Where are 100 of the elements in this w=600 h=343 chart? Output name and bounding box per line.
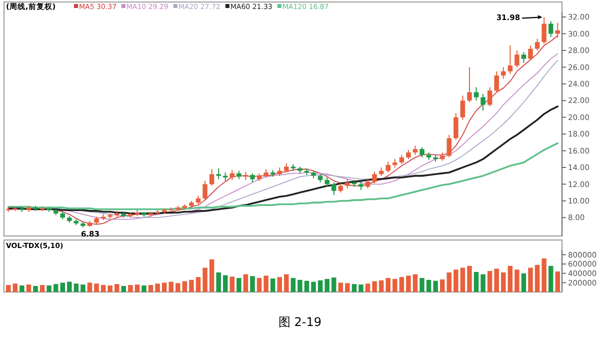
bar: [12, 284, 18, 292]
bar: [230, 276, 235, 292]
bar: [53, 284, 58, 292]
bar: [114, 284, 120, 292]
candlestick: [487, 86, 492, 107]
candlestick: [501, 66, 506, 80]
candlestick: [230, 169, 235, 180]
bar: [20, 285, 24, 292]
candlestick: [467, 66, 472, 103]
bar: [162, 282, 167, 292]
bar: [155, 284, 160, 292]
bar: [392, 278, 398, 292]
line-series: [7, 106, 559, 214]
candlestick: [480, 93, 486, 112]
bar: [290, 278, 296, 292]
bar: [60, 282, 65, 292]
bar: [182, 281, 188, 292]
candlestick: [216, 168, 221, 180]
bar: [365, 284, 370, 292]
bar: [222, 275, 228, 292]
candlestick: [406, 149, 411, 160]
bar: [542, 258, 546, 292]
bar: [480, 274, 486, 292]
bar: [121, 286, 126, 292]
bar: [494, 268, 499, 292]
bar: [33, 286, 38, 292]
bar: [67, 282, 72, 292]
bar: [142, 285, 146, 292]
bar: [324, 278, 330, 292]
bar: [243, 274, 248, 292]
bar: [46, 285, 52, 292]
bar: [256, 278, 262, 292]
bar: [80, 284, 86, 292]
bar: [284, 274, 289, 292]
candlestick: [399, 154, 404, 165]
bar: [487, 271, 492, 292]
bar: [40, 285, 45, 292]
bar: [74, 284, 79, 292]
bar: [189, 280, 194, 292]
bar: [196, 277, 201, 292]
bar: [399, 277, 404, 292]
bar: [236, 278, 242, 292]
candlestick: [365, 178, 370, 189]
line-series: [7, 142, 559, 210]
bar: [460, 268, 466, 292]
bar: [358, 284, 364, 292]
candlestick: [542, 16, 546, 44]
bar: [521, 273, 526, 292]
candlestick: [420, 146, 424, 158]
candlestick: [474, 86, 479, 102]
bar: [372, 281, 377, 292]
bar: [345, 283, 350, 292]
bar: [412, 274, 418, 292]
candlestick: [331, 182, 336, 196]
bar: [454, 270, 458, 292]
candlestick: [250, 172, 255, 184]
bar: [548, 266, 554, 292]
bar: [202, 268, 208, 292]
bar: [87, 282, 92, 292]
bar: [277, 277, 282, 292]
bar: [304, 280, 310, 292]
candlestick: [386, 161, 390, 173]
bar: [311, 282, 316, 292]
candlestick: [521, 52, 526, 64]
bar: [298, 280, 302, 292]
bar: [501, 272, 506, 292]
candlestick: [284, 162, 289, 173]
bar: [528, 268, 533, 292]
candlestick: [548, 20, 554, 38]
bar: [514, 270, 520, 292]
bar: [94, 284, 99, 292]
bar: [108, 285, 112, 292]
bar: [128, 285, 133, 292]
bar: [420, 278, 424, 292]
bar: [134, 284, 140, 292]
bar: [250, 276, 255, 292]
bar: [318, 280, 323, 292]
candlestick: [534, 38, 540, 51]
bar: [378, 280, 384, 292]
bar: [168, 282, 174, 292]
bar: [264, 276, 268, 292]
bar: [176, 283, 180, 292]
bar: [426, 280, 432, 292]
bar: [534, 264, 540, 292]
bar: [474, 272, 479, 292]
candlestick: [508, 44, 513, 74]
bar: [352, 284, 357, 292]
bar: [446, 272, 452, 292]
bar: [216, 272, 221, 292]
candlestick: [324, 176, 330, 188]
bar: [270, 278, 276, 292]
bar: [386, 278, 390, 292]
candlestick: [345, 178, 350, 189]
bar: [26, 284, 32, 292]
bar: [331, 278, 336, 292]
candlestick: [338, 182, 344, 194]
bar: [440, 279, 445, 292]
bar: [555, 271, 560, 292]
candlestick: [528, 44, 533, 61]
caption: 图 2-19: [278, 315, 322, 329]
